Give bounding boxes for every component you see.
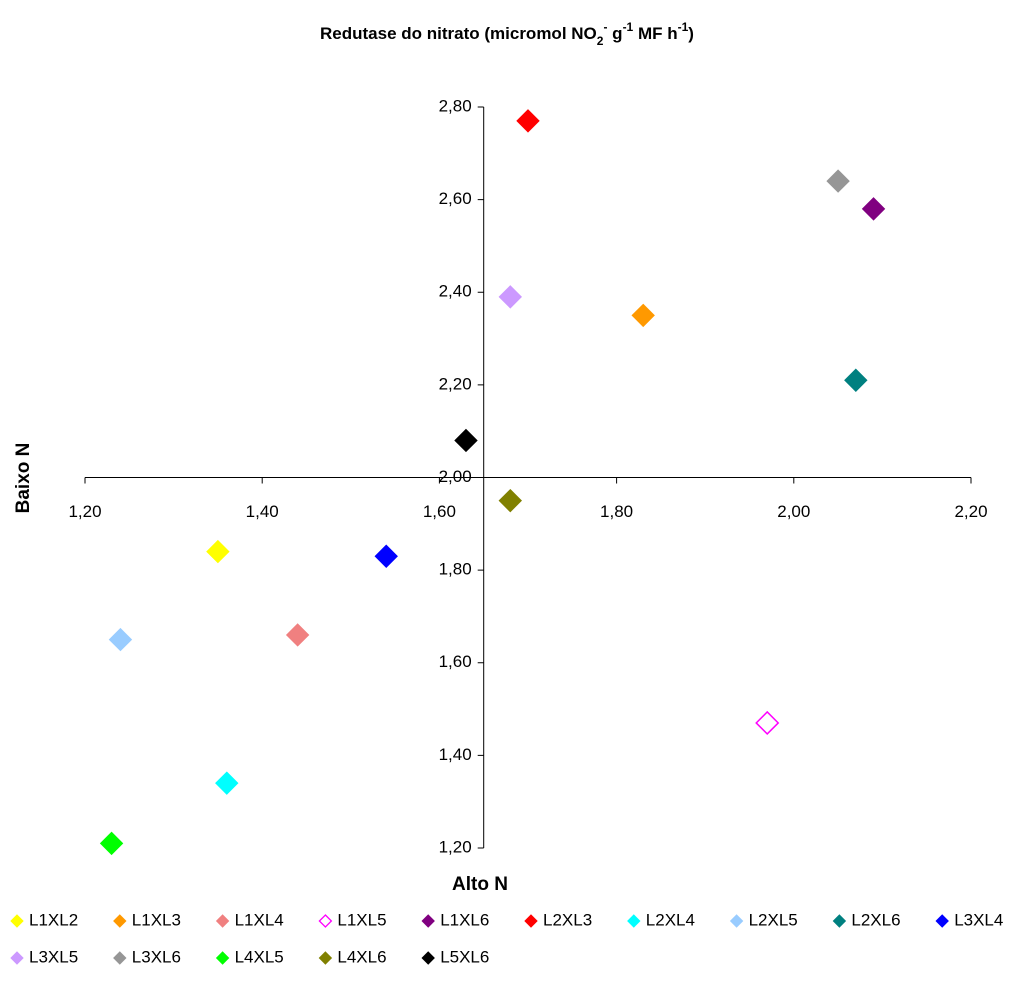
- legend-marker: [935, 914, 949, 928]
- title-part: g: [607, 24, 622, 43]
- legend-marker: [832, 914, 847, 928]
- x-tick-label: 1,20: [68, 502, 101, 521]
- legend-label: L3XL4: [954, 910, 1003, 929]
- y-tick-label: 2,80: [439, 96, 472, 115]
- point: [215, 771, 239, 795]
- legend-marker: [318, 914, 333, 928]
- y-tick-label: 2,60: [439, 189, 472, 208]
- legend-marker: [215, 951, 230, 965]
- legend-label: L1XL5: [337, 910, 386, 929]
- point: [285, 623, 310, 647]
- legend-label: L2XL5: [749, 910, 798, 929]
- legend-label: L2XL4: [646, 910, 695, 929]
- point: [516, 109, 540, 133]
- legend-marker: [421, 951, 435, 965]
- x-tick-label: 2,20: [954, 502, 987, 521]
- y-tick-label: 2,00: [439, 467, 472, 486]
- y-tick-label: 1,20: [439, 837, 472, 856]
- title-part: -1: [678, 20, 689, 34]
- legend-marker: [113, 914, 127, 928]
- legend-marker: [524, 914, 538, 928]
- point: [844, 368, 868, 392]
- legend-label: L4XL5: [235, 947, 284, 966]
- legend-label: L1XL6: [440, 910, 489, 929]
- legend-label: L2XL6: [851, 910, 900, 929]
- y-axis-label: Baixo N: [13, 443, 34, 514]
- legend-label: L3XL5: [29, 947, 78, 966]
- point: [755, 710, 780, 736]
- point: [861, 197, 886, 221]
- y-tick-label: 1,40: [439, 745, 472, 764]
- legend-marker: [627, 914, 641, 928]
- y-tick-label: 2,20: [439, 374, 472, 393]
- y-tick-label: 2,40: [439, 282, 472, 301]
- title-part: 2: [597, 34, 604, 48]
- x-tick-label: 1,80: [600, 502, 633, 521]
- legend-label: L4XL6: [337, 947, 386, 966]
- point: [498, 285, 522, 309]
- title-part: Redutase do nitrato (micromol NO: [320, 24, 597, 43]
- legend-label: L1XL2: [29, 910, 78, 929]
- point: [826, 169, 850, 193]
- title-part: ): [688, 24, 694, 43]
- legend-marker: [10, 914, 24, 928]
- x-tick-label: 2,00: [777, 502, 810, 521]
- point: [206, 539, 230, 564]
- legend-marker: [215, 914, 230, 928]
- x-tick-label: 1,60: [423, 502, 456, 521]
- point: [374, 544, 398, 568]
- title-part: -1: [623, 20, 634, 34]
- x-axis-label: Alto N: [452, 874, 508, 895]
- title-part: MF h: [633, 24, 677, 43]
- legend-label: L5XL6: [440, 947, 489, 966]
- y-tick-label: 1,60: [439, 652, 472, 671]
- point: [498, 488, 522, 513]
- legend-label: L1XL3: [132, 910, 181, 929]
- x-tick-label: 1,40: [246, 502, 279, 521]
- point: [631, 303, 655, 328]
- legend-marker: [729, 914, 744, 928]
- legend-label: L2XL3: [543, 910, 592, 929]
- legend-marker: [318, 951, 333, 965]
- chart-title: Redutase do nitrato (micromol NO2- g-1 M…: [320, 20, 694, 48]
- legend-marker: [113, 951, 127, 965]
- y-tick-label: 1,80: [439, 560, 472, 579]
- point: [454, 428, 478, 453]
- legend-marker: [10, 951, 24, 965]
- legend-label: L3XL6: [132, 947, 181, 966]
- title-part: -: [603, 20, 607, 34]
- point: [99, 831, 124, 856]
- legend-marker: [421, 914, 435, 928]
- point: [108, 627, 133, 652]
- legend-label: L1XL4: [235, 910, 284, 929]
